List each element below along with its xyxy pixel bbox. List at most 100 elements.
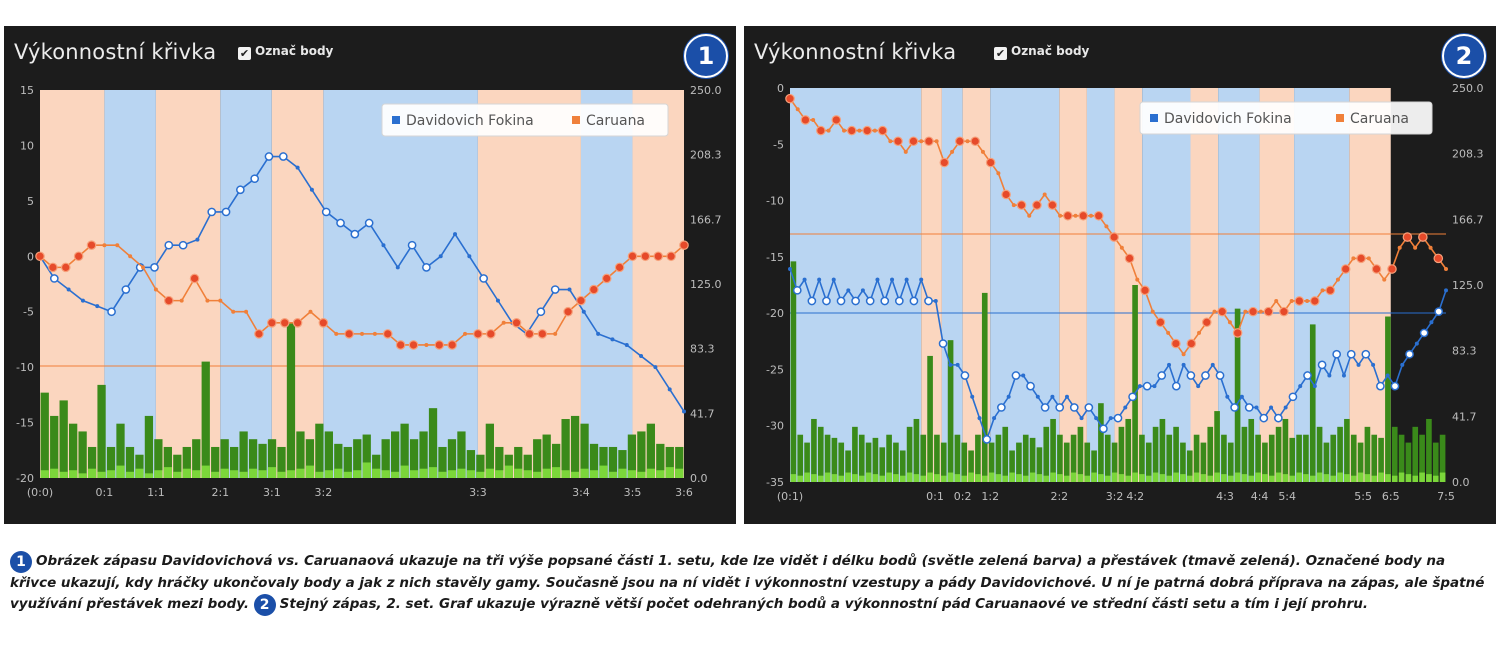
legend-swatch-caruana xyxy=(1336,114,1344,122)
pause-length-bar xyxy=(1029,437,1036,482)
point-length-bar xyxy=(608,471,618,478)
point-marker xyxy=(938,339,948,348)
point-marker xyxy=(1232,328,1243,338)
background-band xyxy=(1142,88,1191,482)
left-axis-tick: -20 xyxy=(766,307,784,320)
legend-box xyxy=(1139,101,1433,135)
point-length-bar xyxy=(1077,474,1084,482)
pause-length-bar xyxy=(1193,434,1200,482)
right-axis-tick: 125.0 xyxy=(690,278,722,291)
point-dot xyxy=(334,331,339,336)
pause-length-bar xyxy=(1405,442,1412,482)
point-dot xyxy=(1397,245,1402,250)
pause-length-bar xyxy=(804,442,810,482)
point-length-bar xyxy=(485,468,494,478)
check-icon: ✔ xyxy=(238,47,251,60)
point-marker xyxy=(1419,328,1429,338)
point-length-bar xyxy=(646,468,655,478)
point-dot xyxy=(1064,394,1069,399)
pause-length-bar xyxy=(954,434,961,482)
pause-length-bar xyxy=(1432,442,1439,482)
point-marker xyxy=(537,329,548,339)
left-axis-tick: 0 xyxy=(777,82,784,95)
point-dot xyxy=(610,337,615,342)
x-axis-tick: 4:3 xyxy=(1216,490,1234,503)
point-dot xyxy=(980,149,985,154)
point-dot xyxy=(1079,416,1084,421)
x-axis-tick: 3:6 xyxy=(675,486,693,499)
point-marker xyxy=(1128,392,1137,402)
pause-length-bar xyxy=(1186,450,1193,482)
point-marker xyxy=(1309,296,1320,306)
point-dot xyxy=(919,277,924,282)
point-marker xyxy=(865,296,875,306)
mark-points-checkbox[interactable]: ✔ Označ body xyxy=(994,44,1089,60)
legend-label-caruana: Caruana xyxy=(1350,111,1409,127)
point-dot xyxy=(667,387,672,392)
pause-length-bar xyxy=(1043,426,1050,482)
point-length-bar xyxy=(1227,475,1234,482)
point-marker xyxy=(1361,349,1371,359)
background-band xyxy=(323,90,478,478)
point-dot xyxy=(1444,288,1448,293)
pause-length-bar xyxy=(852,426,858,482)
point-marker xyxy=(250,174,260,184)
point-length-bar xyxy=(1378,472,1384,482)
point-length-bar xyxy=(618,468,627,478)
point-dot xyxy=(1225,394,1230,399)
point-marker xyxy=(407,240,417,250)
point-length-bar xyxy=(1344,474,1350,482)
point-marker xyxy=(86,240,97,250)
point-marker xyxy=(524,329,535,339)
point-length-bar xyxy=(419,468,428,478)
caption-text-2: Stejný zápas, 2. set. Graf ukazuje výraz… xyxy=(279,596,1368,612)
point-marker xyxy=(447,340,457,350)
right-axis-tick: 0.0 xyxy=(690,472,708,485)
pause-length-bar xyxy=(906,426,913,482)
right-axis-tick: 41.7 xyxy=(690,407,715,420)
point-dot xyxy=(1243,309,1248,314)
pause-length-bar xyxy=(40,392,49,478)
point-dot xyxy=(501,320,506,325)
point-marker xyxy=(1405,349,1414,359)
pause-length-bar xyxy=(1214,411,1220,482)
pause-length-bar xyxy=(1166,434,1173,482)
x-axis-tick: 3:3 xyxy=(469,486,487,499)
point-length-bar xyxy=(580,468,589,478)
point-marker xyxy=(49,274,59,283)
point-dot xyxy=(872,128,877,133)
point-length-bar xyxy=(824,472,831,482)
point-dot xyxy=(788,267,792,272)
point-dot xyxy=(1327,373,1332,378)
mark-points-checkbox[interactable]: ✔ Označ body xyxy=(238,44,333,60)
pause-length-bar xyxy=(305,439,315,478)
point-length-bar xyxy=(1186,475,1193,482)
point-marker xyxy=(254,329,264,339)
point-dot xyxy=(1006,394,1011,399)
pause-length-bar xyxy=(1173,426,1179,482)
point-dot xyxy=(1239,394,1244,399)
point-marker xyxy=(178,240,188,250)
point-marker xyxy=(1201,371,1210,380)
pause-length-bar xyxy=(466,450,476,478)
point-marker xyxy=(1259,413,1269,423)
pause-length-bar xyxy=(627,434,637,478)
point-dot xyxy=(1212,309,1217,314)
point-length-bar xyxy=(961,475,968,482)
pause-length-bar xyxy=(1009,450,1015,482)
point-marker xyxy=(939,157,950,168)
x-axis-tick: 3:2 xyxy=(1106,490,1124,503)
pause-length-bar xyxy=(258,443,267,478)
pause-length-bar xyxy=(1371,434,1378,482)
pause-length-bar xyxy=(87,446,97,478)
point-marker xyxy=(1215,371,1225,380)
pause-length-bar xyxy=(1268,434,1275,482)
chart-legend: Davidovich Fokina Caruana xyxy=(381,103,669,137)
point-length-bar xyxy=(1426,474,1432,482)
pause-length-bar xyxy=(419,431,428,478)
background-band xyxy=(941,88,963,482)
pause-length-bar xyxy=(1330,434,1337,482)
point-dot xyxy=(128,254,133,259)
chart-legend: Davidovich Fokina Caruana xyxy=(1139,101,1433,135)
pause-length-bar xyxy=(182,446,191,478)
